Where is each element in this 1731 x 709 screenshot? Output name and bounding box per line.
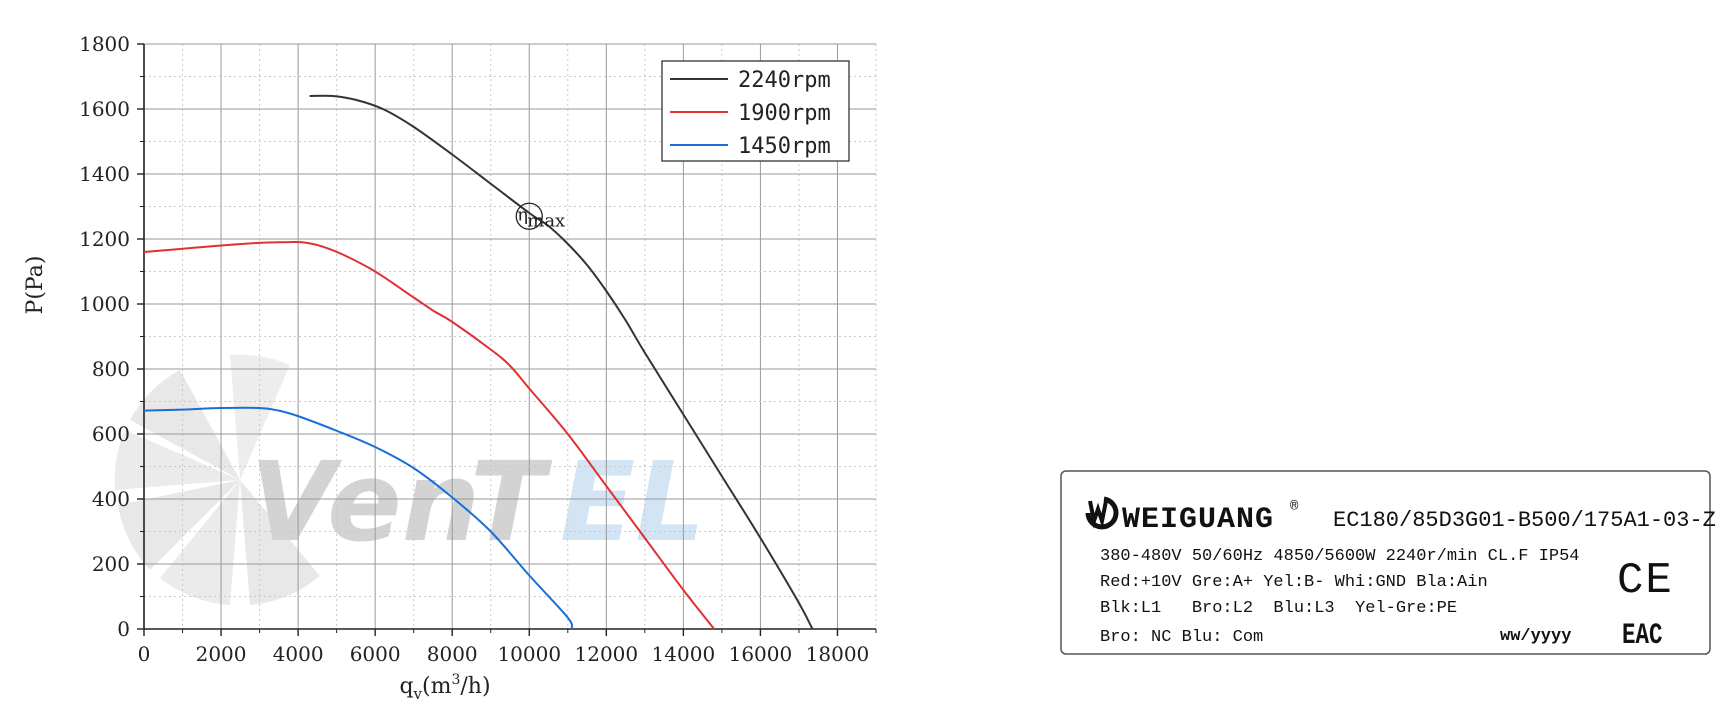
nameplate-line-4: Bro: NC Blu: Com xyxy=(1100,628,1263,647)
eta-max-circle xyxy=(515,202,543,230)
series-line-1450rpm xyxy=(143,406,574,630)
eta-max-symbol: η xyxy=(517,204,528,225)
axes: 0 2000 4000 6000 8000 10000 12000 14000 16000 180… xyxy=(79,32,877,666)
nameplate-model: EC180/85D3G01-B500/175A1-03-Z xyxy=(1333,508,1716,533)
x-tick-label: 8000 xyxy=(427,642,478,666)
y-tick-label: 1600 xyxy=(79,97,130,121)
y-axis-title: P(Pa) xyxy=(23,256,48,315)
y-tick-label: 600 xyxy=(92,422,130,446)
legend-label-2240rpm: 2240rpm xyxy=(738,68,831,93)
y-tick-label: 400 xyxy=(92,487,130,511)
watermark-text-blue: EL xyxy=(560,438,705,566)
y-tick-label: 1800 xyxy=(79,32,130,56)
y-tick-label: 800 xyxy=(92,357,130,381)
eac-mark-icon: EAC xyxy=(1622,618,1663,652)
nameplate-date-code: ww/yyyy xyxy=(1500,627,1571,646)
eta-max-annotation: η max xyxy=(515,202,565,231)
watermark-text-grey-2: T xyxy=(470,438,553,566)
x-axis-title-sup: 3 xyxy=(451,672,460,688)
watermark: Ven T EL xyxy=(114,354,705,605)
legend-label-1900rpm: 1900rpm xyxy=(738,101,831,126)
nameplate-line-2: Red:+10V Gre:A+ Yel:B- Whi:GND Bla:Ain xyxy=(1100,573,1488,592)
series-group xyxy=(143,94,814,630)
nameplate-registered-mark: ® xyxy=(1290,499,1299,515)
x-tick-label: 16000 xyxy=(729,642,793,666)
series-line-1900rpm xyxy=(143,240,715,630)
y-tick-label: 1200 xyxy=(79,227,130,251)
y-tick-label: 1400 xyxy=(79,162,130,186)
x-tick-label: 2000 xyxy=(196,642,247,666)
nameplate-line-3: Blk:L1 Bro:L2 Blu:L3 Yel-Gre:PE xyxy=(1100,599,1457,618)
x-axis-title-unit-close: /h) xyxy=(460,674,490,699)
x-tick-label: 14000 xyxy=(652,642,716,666)
fan-logo xyxy=(114,354,320,605)
x-axis-title-q: q xyxy=(399,674,413,699)
weiguang-logo-icon xyxy=(1085,496,1119,530)
x-axis-title: qv(m3/h) xyxy=(399,672,490,703)
series-line-2240rpm xyxy=(309,94,814,630)
x-tick-label: 18000 xyxy=(806,642,870,666)
nameplate-line-1: 380-480V 50/60Hz 4850/5600W 2240r/min CL… xyxy=(1100,547,1579,566)
ce-mark-icon: CE xyxy=(1617,556,1674,606)
watermark-text-grey: Ven xyxy=(250,438,480,566)
legend-label-1450rpm: 1450rpm xyxy=(738,134,831,159)
x-tick-label: 10000 xyxy=(497,642,561,666)
x-axis-title-sub: v xyxy=(413,685,423,703)
x-tick-label: 6000 xyxy=(350,642,401,666)
y-tick-label: 1000 xyxy=(79,292,130,316)
x-tick-label: 0 xyxy=(138,642,151,666)
nameplate: WEIGUANG ® EC180/85D3G01-B500/175A1-03-Z… xyxy=(1060,470,1716,655)
y-tick-label: 200 xyxy=(92,552,130,576)
legend: 2240rpm 1900rpm 1450rpm xyxy=(661,60,850,162)
eta-max-subscript: max xyxy=(527,210,565,231)
nameplate-border xyxy=(1060,470,1711,655)
y-tick-label: 0 xyxy=(117,617,130,641)
x-tick-label: 4000 xyxy=(273,642,324,666)
nameplate-brand: WEIGUANG xyxy=(1122,503,1274,537)
x-axis-title-unit-open: (m xyxy=(422,674,452,699)
x-tick-label: 12000 xyxy=(575,642,639,666)
